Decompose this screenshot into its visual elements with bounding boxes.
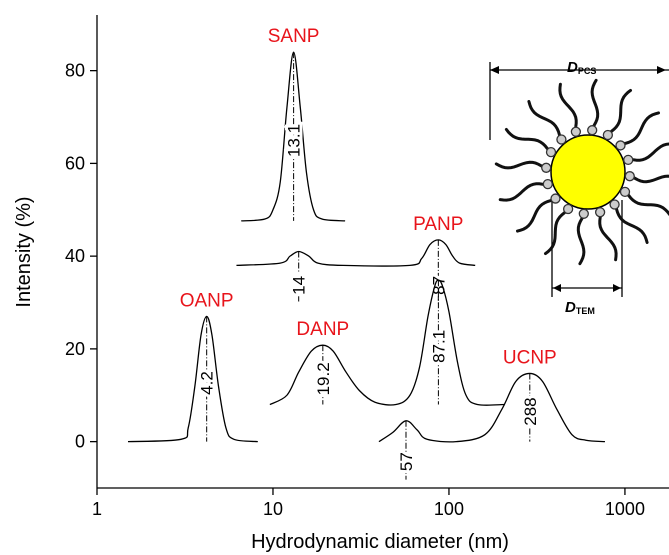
peak-label: 4.2 xyxy=(198,371,217,395)
ligand-chain xyxy=(620,111,660,146)
ligand-head xyxy=(619,186,631,198)
series-line xyxy=(269,279,505,406)
series-name: PANP xyxy=(413,214,463,235)
series-line xyxy=(378,372,606,443)
peak-label: 14 xyxy=(290,276,309,295)
pcs-label: DPCS xyxy=(567,59,596,76)
ligand-chain xyxy=(625,191,669,216)
y-tick-label: 60 xyxy=(65,153,85,173)
ligand-chain xyxy=(527,100,562,140)
ligand-head xyxy=(556,134,567,145)
x-tick-label: 100 xyxy=(434,499,464,519)
ligand-head xyxy=(545,146,557,158)
peak-label: 57 xyxy=(397,452,416,471)
series-name: OANP xyxy=(180,290,234,311)
ligand-chain xyxy=(598,212,618,262)
ligand-head xyxy=(609,199,620,210)
series-name: DANP xyxy=(296,319,349,340)
series-name: SANP xyxy=(268,26,320,47)
ligand-head xyxy=(594,207,606,218)
ligand-chain xyxy=(576,214,586,266)
ligand-chain xyxy=(516,198,556,233)
ligand-chain xyxy=(504,128,551,153)
ligand-head xyxy=(624,171,635,182)
ligand-chain xyxy=(607,88,632,135)
peak-label: 13.1 xyxy=(285,124,304,157)
ligand-head xyxy=(570,126,582,137)
symbol: D xyxy=(565,299,576,316)
series-line xyxy=(236,239,476,267)
ligand-chain xyxy=(630,174,669,184)
subscript: PCS xyxy=(578,66,597,76)
arrow-heads xyxy=(553,284,621,292)
ligand-chain xyxy=(590,78,600,130)
y-tick-label: 80 xyxy=(65,61,85,81)
series-name: UCNP xyxy=(503,347,557,368)
ligand-head xyxy=(623,154,634,166)
series-line xyxy=(241,51,346,222)
y-tick-label: 0 xyxy=(75,432,85,452)
ligand-head xyxy=(578,208,589,219)
peak-label: 288 xyxy=(521,397,540,425)
ligand-head xyxy=(550,193,561,204)
ligand-head xyxy=(602,129,614,141)
x-tick-label: 10 xyxy=(263,499,283,519)
ligand-chain xyxy=(498,182,548,202)
ligand-chain xyxy=(628,142,669,162)
ligand-chain xyxy=(544,209,569,256)
x-tick-label: 1000 xyxy=(605,499,645,519)
ligand-head xyxy=(542,178,553,190)
peak-label: 87.1 xyxy=(429,330,448,363)
x-axis-title: Hydrodynamic diameter (nm) xyxy=(251,531,509,553)
subscript: TEM xyxy=(576,306,595,316)
y-tick-label: 40 xyxy=(65,246,85,266)
ligand-head xyxy=(587,125,598,136)
series-line xyxy=(127,315,258,443)
y-axis-title: Intensity (%) xyxy=(13,196,35,307)
ligand-head xyxy=(562,203,574,215)
tem-label: DTEM xyxy=(565,299,595,316)
y-tick-label: 20 xyxy=(65,339,85,359)
ligand-head xyxy=(615,140,626,151)
symbol: D xyxy=(567,59,578,76)
ligand-chain xyxy=(614,204,649,244)
inset-diagram: DPCS DTEM xyxy=(489,59,669,316)
peak-label: 19.2 xyxy=(314,362,333,395)
x-tick-label: 1 xyxy=(92,499,102,519)
ligand-chain xyxy=(494,160,546,170)
ligand-head xyxy=(541,162,552,173)
ligand-chain xyxy=(558,82,578,132)
core xyxy=(550,134,626,210)
